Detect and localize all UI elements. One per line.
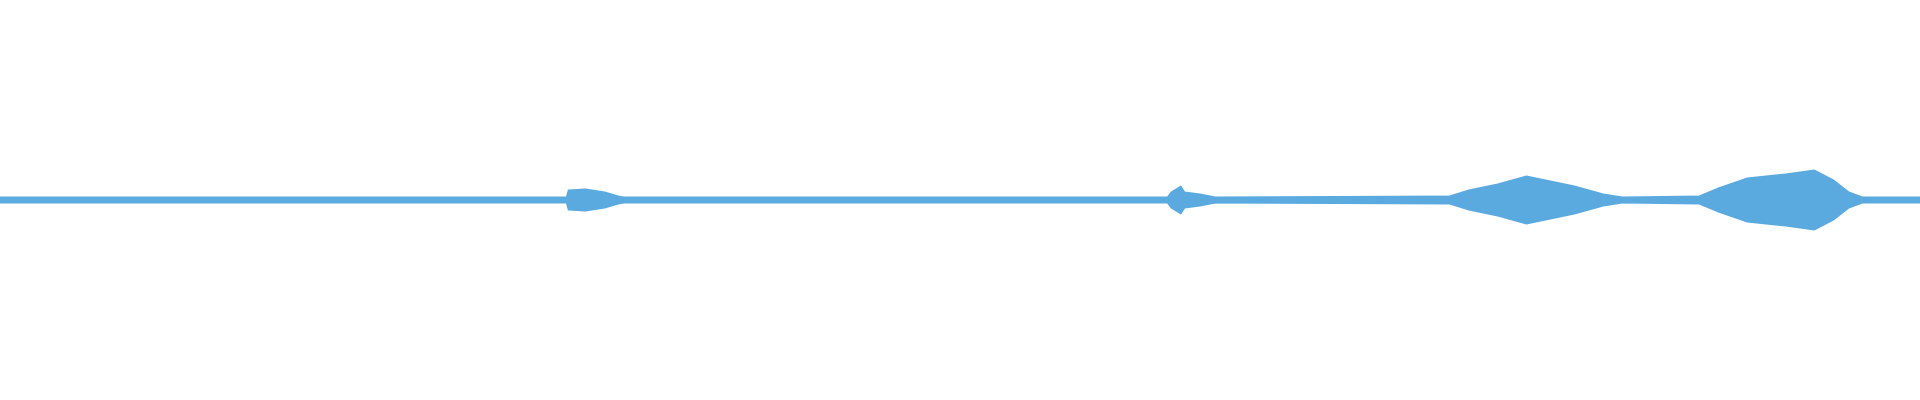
waveform-lower bbox=[0, 199, 1920, 231]
waveform-upper bbox=[0, 169, 1920, 201]
